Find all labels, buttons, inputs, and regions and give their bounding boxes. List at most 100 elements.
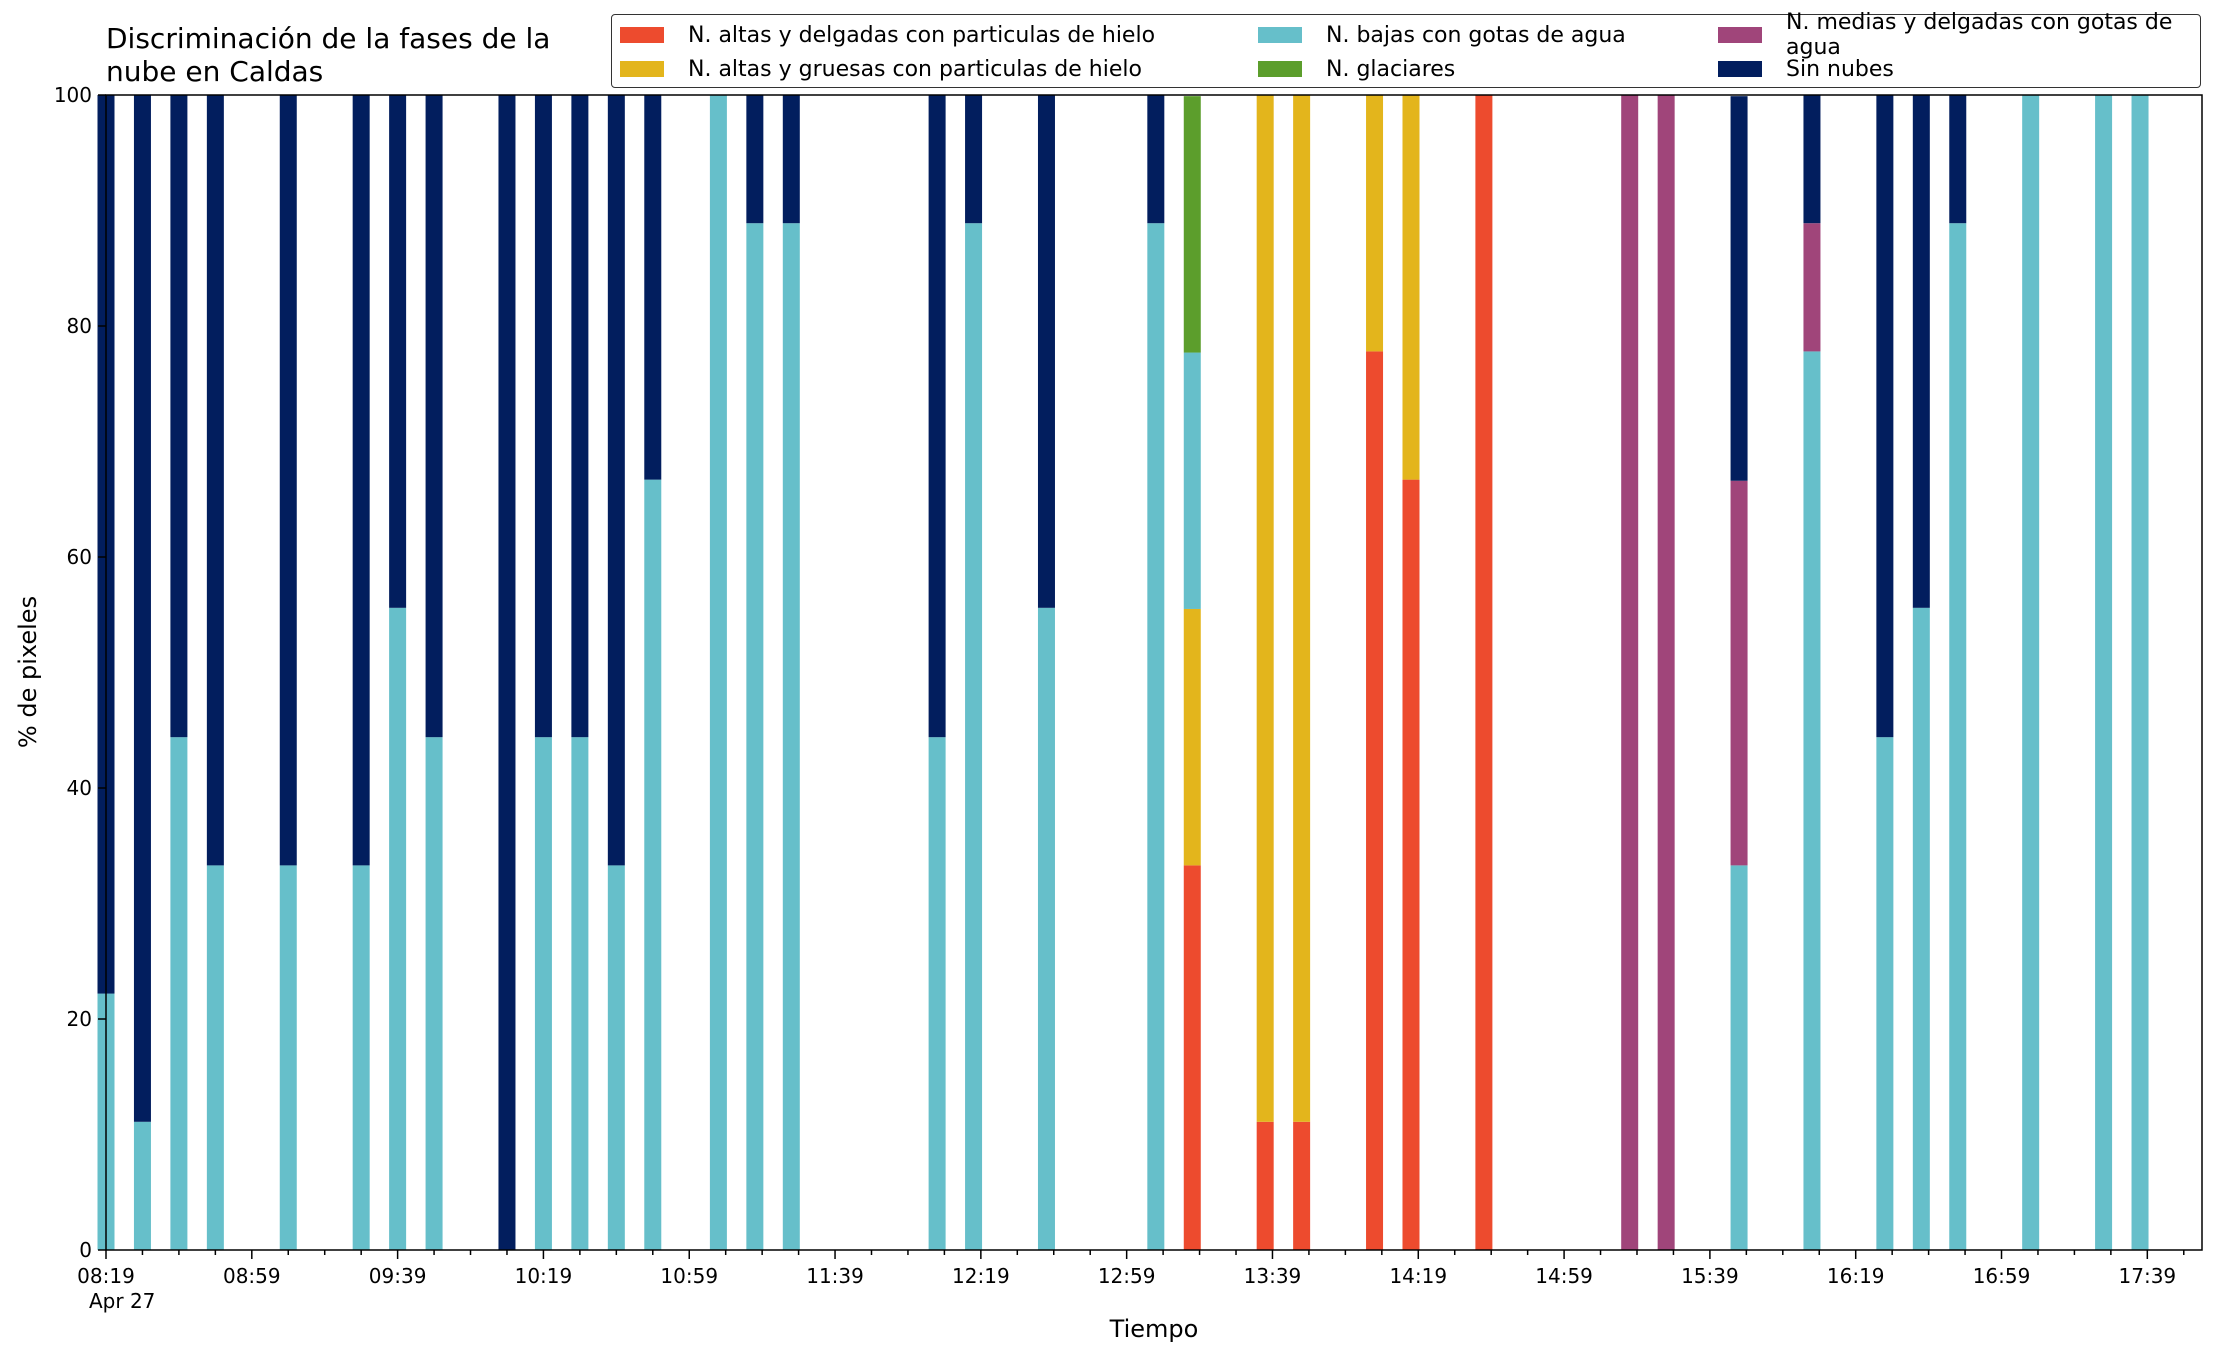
bar-segment: [928, 95, 946, 738]
bar-segment: [2022, 95, 2040, 1250]
bar-segment: [1183, 96, 1201, 353]
bar-segment: [1183, 865, 1201, 1250]
bar-segment: [1475, 95, 1493, 1250]
y-tick-label: 60: [67, 545, 92, 569]
bar-segment: [1912, 607, 1930, 1250]
bar-segment: [279, 95, 297, 866]
y-tick-label: 20: [67, 1007, 92, 1031]
bar-segment: [1037, 95, 1055, 608]
legend: N. altas y delgadas con particulas de hi…: [611, 10, 2201, 88]
bar-segment: [1293, 95, 1311, 1122]
bar-segment: [389, 95, 407, 608]
legend-swatch: [1258, 27, 1302, 43]
bar-segment: [782, 95, 800, 224]
legend-item: N. altas y delgadas con particulas de hi…: [620, 20, 1155, 50]
bar-segment: [2095, 95, 2113, 1250]
bar-segment: [170, 95, 188, 738]
bar-segment: [607, 95, 625, 866]
bar-segment: [746, 223, 764, 1251]
bar-segment: [534, 95, 552, 738]
bar-segment: [1366, 351, 1384, 1250]
x-tick-label: 11:39: [806, 1264, 864, 1288]
bar-segment: [1037, 607, 1055, 1250]
legend-label: N. altas y gruesas con particulas de hie…: [688, 56, 1142, 82]
bar-segment: [352, 865, 370, 1250]
bar-segment: [709, 95, 727, 1250]
bar-segment: [571, 95, 589, 738]
bar-segment: [133, 1121, 151, 1250]
plot-frame: [105, 94, 2203, 1251]
bar-segment: [1912, 95, 1930, 608]
bar-segment: [534, 737, 552, 1250]
bar-segment: [965, 95, 983, 224]
bar-segment: [1949, 223, 1967, 1251]
legend-item: N. bajas con gotas de agua: [1258, 20, 1626, 50]
legend-item: N. altas y gruesas con particulas de hie…: [620, 54, 1142, 84]
bar-segment: [1402, 95, 1420, 480]
bars-layer: [97, 95, 2149, 1251]
legend-label: N. bajas con gotas de agua: [1326, 22, 1626, 48]
bar-segment: [389, 607, 407, 1250]
legend-label: N. glaciares: [1326, 56, 1456, 82]
x-tick-label: 12:59: [1098, 1264, 1156, 1288]
legend-swatch: [620, 61, 664, 77]
y-tick-label: 40: [67, 776, 92, 800]
bar-segment: [746, 95, 764, 224]
y-tick-label: 100: [54, 83, 92, 107]
legend-label: Sin nubes: [1786, 56, 1894, 82]
x-tick-label: 09:39: [369, 1264, 427, 1288]
x-tick-label: 10:19: [515, 1264, 573, 1288]
bar-segment: [1803, 351, 1821, 1250]
legend-label: N. medias y delgadas con gotas de agua: [1786, 10, 2173, 60]
x-tick-label: 14:19: [1389, 1264, 1447, 1288]
bar-segment: [1730, 480, 1748, 866]
x-tick-label: 10:59: [660, 1264, 718, 1288]
bar-segment: [279, 865, 297, 1250]
x-tick-label: 15:39: [1681, 1264, 1739, 1288]
legend-swatch: [620, 27, 664, 43]
x-tick-label: 17:39: [2119, 1264, 2177, 1288]
bar-segment: [1657, 95, 1675, 1250]
bar-segment: [425, 737, 443, 1250]
bar-segment: [1803, 95, 1821, 224]
legend-label: N. altas y delgadas con particulas de hi…: [688, 22, 1156, 48]
bar-segment: [498, 95, 516, 1250]
bar-segment: [571, 737, 589, 1250]
bar-segment: [1949, 95, 1967, 224]
legend-swatch: [1718, 27, 1762, 43]
x-tick-label: 13:39: [1244, 1264, 1302, 1288]
bar-segment: [928, 737, 946, 1250]
y-tick-label: 0: [79, 1238, 92, 1262]
bar-segment: [1366, 95, 1384, 352]
x-axis-label: Tiempo: [1109, 1315, 1199, 1343]
x-tick-label: 16:59: [1973, 1264, 2031, 1288]
bar-segment: [1876, 95, 1894, 738]
legend-item: Sin nubes: [1718, 54, 1894, 84]
bar-segment: [206, 865, 224, 1250]
bar-segment: [1293, 1121, 1311, 1250]
y-axis-label: % de pixeles: [14, 596, 42, 748]
bar-segment: [2131, 95, 2149, 1250]
bar-segment: [1147, 223, 1165, 1251]
bar-segment: [1183, 608, 1201, 866]
bar-segment: [644, 479, 662, 1250]
y-tick-label: 80: [67, 314, 92, 338]
legend-item: N. medias y delgadas con gotas de agua: [1718, 10, 2200, 60]
x-tick-label: 16:19: [1827, 1264, 1885, 1288]
bar-segment: [1730, 865, 1748, 1250]
chart-title: Discriminación de la fases de la nube en…: [106, 22, 551, 88]
legend-swatch: [1258, 61, 1302, 77]
bar-segment: [1402, 479, 1420, 1250]
bar-segment: [1621, 95, 1639, 1250]
bar-segment: [1256, 95, 1274, 1122]
bar-segment: [1730, 96, 1748, 481]
bar-segment: [607, 865, 625, 1250]
bar-segment: [1183, 352, 1201, 609]
bar-segment: [170, 737, 188, 1250]
bar-segment: [206, 95, 224, 866]
x-tick-label: 12:19: [952, 1264, 1010, 1288]
bar-segment: [352, 95, 370, 866]
bar-segment: [1147, 95, 1165, 224]
x-tick-label: 08:19: [77, 1264, 135, 1288]
